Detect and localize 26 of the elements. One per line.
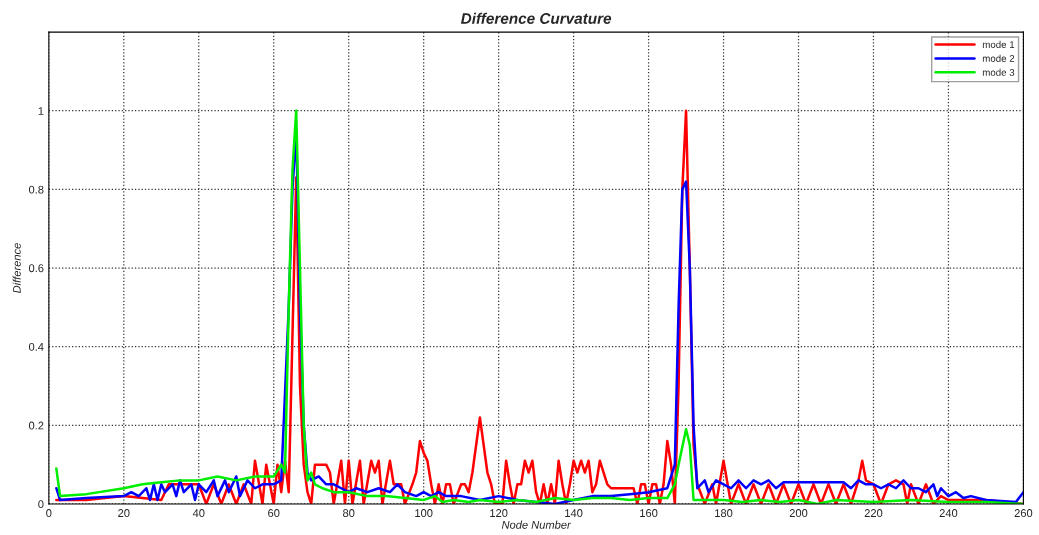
x-tick-label: 0 <box>46 509 52 517</box>
y-tick-label: 0.2 <box>28 421 44 430</box>
x-tick-label: 200 <box>789 509 808 517</box>
x-tick-label: 80 <box>343 509 355 517</box>
x-tick-label: 140 <box>565 509 583 517</box>
legend-label: mode 2 <box>982 54 1015 62</box>
y-tick-label: 0.8 <box>28 185 44 194</box>
x-tick-label: 260 <box>1014 509 1033 517</box>
x-tick-label: 180 <box>715 509 733 517</box>
x-tick-label: 220 <box>864 509 883 517</box>
y-axis-title: Difference <box>12 243 21 294</box>
x-tick-label: 100 <box>415 509 433 517</box>
x-tick-label: 160 <box>640 509 658 517</box>
y-tick-label: 1 <box>38 107 44 115</box>
legend-label: mode 1 <box>982 40 1015 48</box>
x-tick-label: 120 <box>490 509 508 517</box>
legend-label: mode 3 <box>982 68 1015 76</box>
x-tick-label: 20 <box>118 509 130 517</box>
y-tick-label: 0 <box>38 500 44 509</box>
x-tick-label: 40 <box>192 509 205 517</box>
x-tick-label: 240 <box>939 509 958 517</box>
chart-title: Difference Curvature <box>460 12 612 24</box>
y-tick-label: 0.6 <box>28 264 44 273</box>
y-tick-label: 0.4 <box>28 342 44 351</box>
x-axis-title: Node Number <box>501 520 572 529</box>
x-tick-label: 60 <box>268 509 280 517</box>
